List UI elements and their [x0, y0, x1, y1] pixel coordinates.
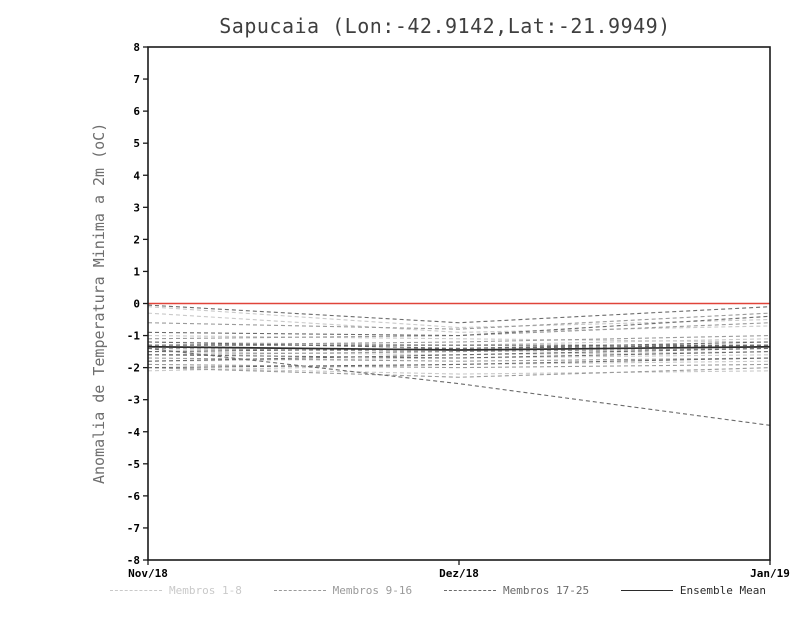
- y-tick-label: 5: [133, 137, 140, 150]
- y-tick-label: -4: [127, 426, 141, 439]
- legend-label: Membros 17-25: [502, 584, 590, 597]
- ensemble-member-line: [147, 363, 771, 369]
- ensemble-member-line: [147, 344, 771, 353]
- membros-1-8-line-sample: [110, 590, 162, 591]
- ensemble-mean-line-sample: [620, 590, 673, 591]
- ensemble-member-line: [147, 304, 771, 324]
- y-tick-label: 2: [133, 233, 140, 246]
- y-tick-label: -8: [127, 554, 140, 567]
- ensemble-member-line: [147, 335, 771, 346]
- ensemble-member-line: [147, 315, 771, 337]
- membros-9-16-line-sample: [273, 590, 326, 591]
- chart-title: Sapucaia (Lon:-42.9142,Lat:-21.9949): [219, 14, 671, 38]
- y-tick-label: 3: [133, 201, 140, 214]
- y-tick-label: -5: [127, 458, 140, 471]
- y-tick-label: -3: [127, 394, 140, 407]
- y-tick-label: 0: [133, 298, 140, 311]
- legend-item-membros-9-16: Membros 9-16: [273, 584, 413, 597]
- membros-17-25-line-sample: [443, 590, 496, 591]
- x-tick-label: Jan/19: [750, 567, 790, 580]
- ensemble-member-line: [147, 351, 771, 359]
- y-tick-label: 6: [133, 105, 140, 118]
- legend-label: Ensemble Mean: [679, 584, 766, 597]
- y-tick-label: -1: [127, 330, 141, 343]
- ensemble-member-line: [147, 360, 771, 372]
- legend-item-ensemble-mean: Ensemble Mean: [620, 584, 766, 597]
- y-tick-label: 7: [133, 73, 140, 86]
- ensemble-mean-line: [147, 345, 771, 351]
- ensemble-member-line: [147, 312, 771, 333]
- y-tick-label: -2: [127, 362, 140, 375]
- ensemble-member-line: [147, 357, 771, 369]
- y-tick-label: -6: [127, 490, 141, 503]
- y-tick-label: 1: [133, 265, 140, 278]
- ensemble-member-line: [147, 347, 771, 362]
- legend-item-membros-1-8: Membros 1-8: [110, 584, 242, 597]
- ensemble-member-line: [147, 367, 771, 375]
- legend: Membros 1-8 Membros 9-16 Membros 17-25 E…: [110, 584, 766, 597]
- ensemble-member-line: [147, 347, 771, 356]
- y-tick-label: -7: [127, 522, 140, 535]
- y-tick-label: 8: [133, 41, 140, 54]
- y-axis-label: Anomalia de Temperatura Minima a 2m (oC): [90, 122, 108, 485]
- legend-item-membros-17-25: Membros 17-25: [443, 584, 590, 597]
- legend-label: Membros 9-16: [332, 584, 413, 597]
- ensemble-member-line: [147, 367, 771, 378]
- legend-label: Membros 1-8: [169, 584, 242, 597]
- ensemble-member-line: [147, 357, 771, 362]
- ensemble-member-line: [147, 312, 771, 330]
- x-tick-label: Dez/18: [439, 567, 479, 580]
- x-tick-label: Nov/18: [128, 567, 168, 580]
- y-tick-label: 4: [133, 169, 140, 182]
